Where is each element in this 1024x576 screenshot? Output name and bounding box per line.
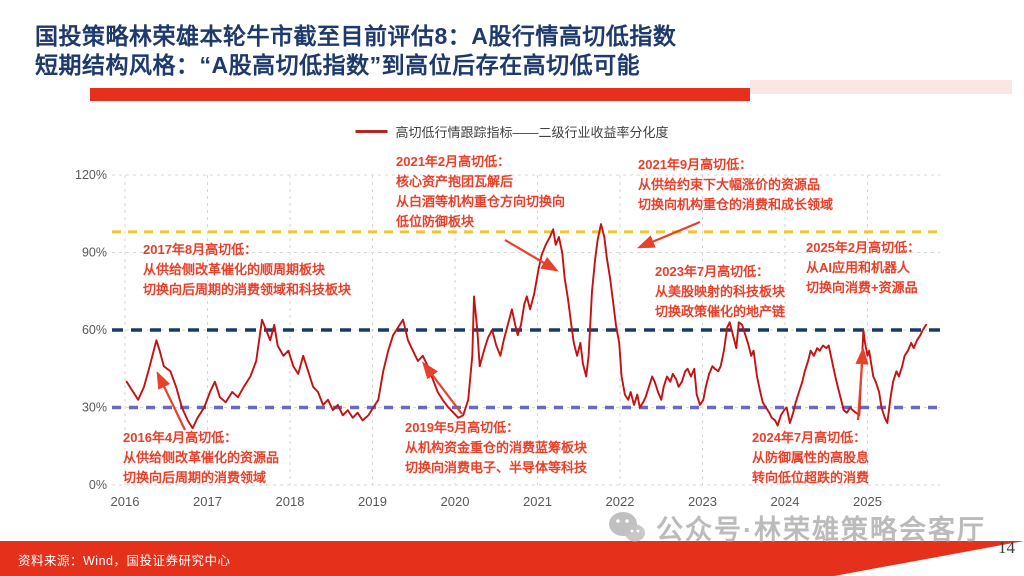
svg-text:2025: 2025 [853,494,882,509]
line-chart: 0% 30% 60% 90% 120% 2016 2017 2018 2019 2020 2021 2… [75,168,940,509]
svg-text:60%: 60% [82,323,107,337]
svg-text:2016: 2016 [111,494,140,509]
legend-line-swatch [355,130,388,133]
svg-text:90%: 90% [82,246,107,260]
slide-title: 国投策略林荣雄本轮牛市截至目前评估8：A股行情高切低指数 短期结构风格：“A股高… [35,22,995,80]
title-underline-bar [90,88,750,101]
svg-text:120%: 120% [75,168,107,182]
svg-text:2021: 2021 [523,494,552,509]
slide-title-line2: 短期结构风格：“A股高切低指数”到高位后存在高切低可能 [35,52,641,78]
svg-text:0%: 0% [89,478,107,492]
page-number: 14 [998,538,1015,557]
svg-text:2018: 2018 [276,494,305,509]
legend-label: 高切低行情跟踪指标——二级行业收益率分化度 [395,125,669,140]
svg-text:2017: 2017 [193,494,222,509]
svg-text:2023: 2023 [688,494,717,509]
chart-legend: 高切低行情跟踪指标——二级行业收益率分化度 [355,122,669,141]
source-note: 资料来源：Wind，国投证券研究中心 [18,554,231,568]
svg-text:30%: 30% [82,401,107,415]
svg-text:2022: 2022 [606,494,635,509]
watermark-text: 公众号·林荣雄策略会客厅 [656,515,986,545]
svg-text:2019: 2019 [358,494,387,509]
footer-band: 资料来源：Wind，国投证券研究中心 [0,541,1024,576]
svg-text:2024: 2024 [771,494,800,509]
watermark: 公众号·林荣雄策略会客厅 [608,508,986,547]
title-underline-bar-fade [750,80,1012,94]
wechat-icon [609,511,645,541]
svg-text:2020: 2020 [441,494,470,509]
slide-title-line1: 国投策略林荣雄本轮牛市截至目前评估8：A股行情高切低指数 [35,23,677,49]
